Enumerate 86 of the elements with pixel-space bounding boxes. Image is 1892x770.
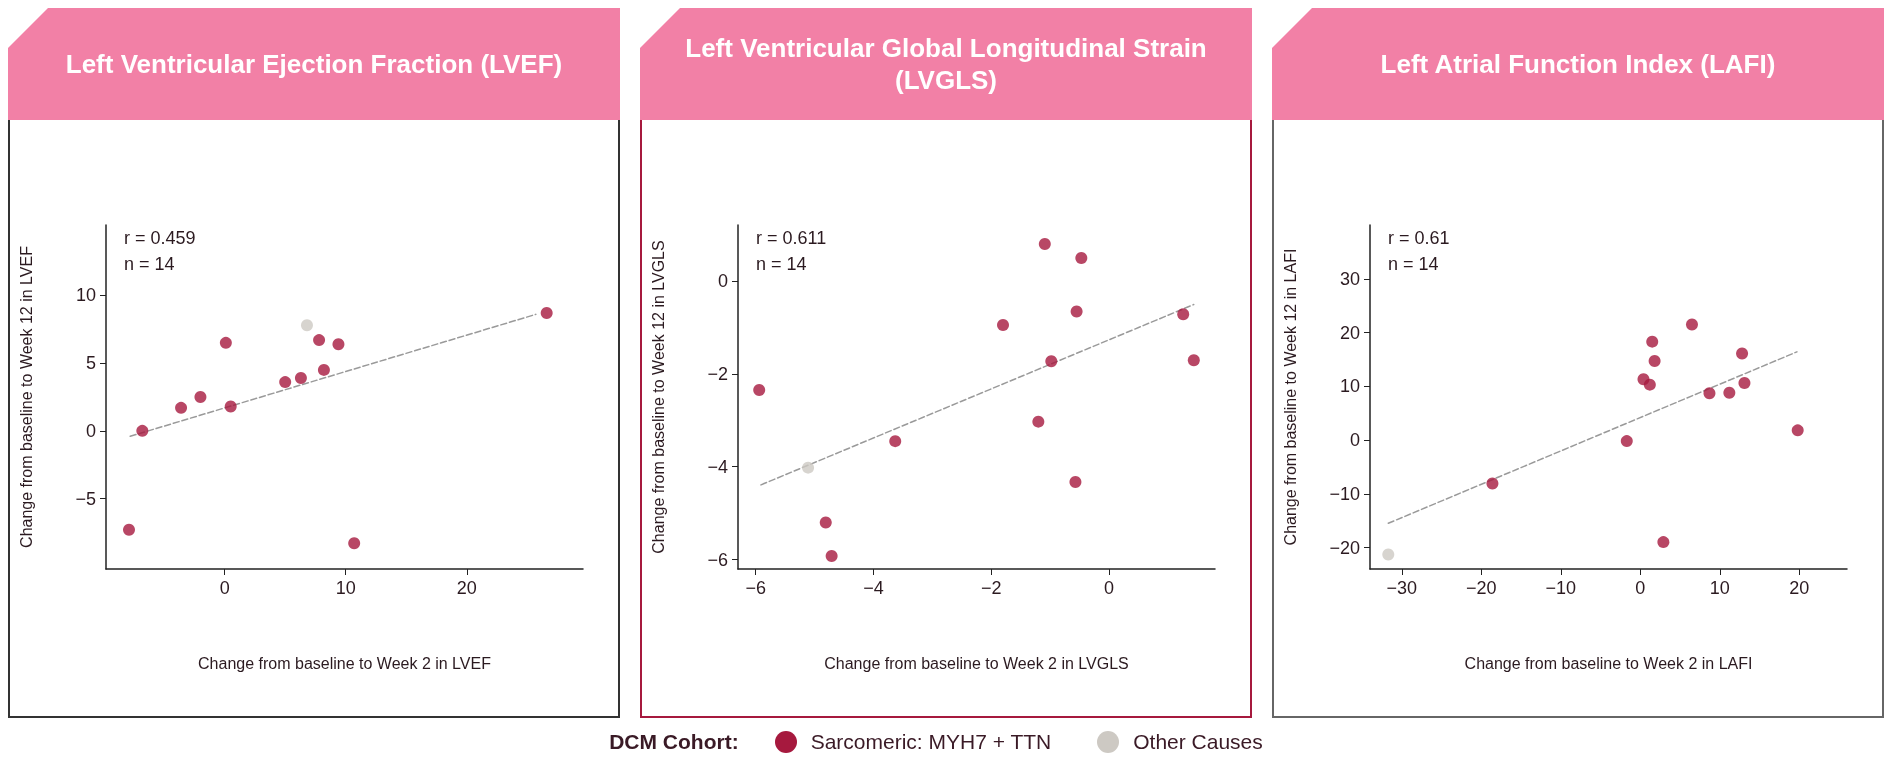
point [1723, 386, 1736, 399]
point [1038, 238, 1051, 251]
y-axis-title: Change from baseline to Week 12 in LAFI [1281, 248, 1299, 546]
point [1646, 335, 1659, 348]
y-tick-label: −20 [1329, 537, 1360, 558]
annotation: n = 14 [124, 254, 175, 274]
point [1070, 305, 1083, 318]
point [123, 523, 135, 536]
point [1382, 548, 1395, 561]
point [300, 319, 313, 332]
y-tick-label: −10 [1329, 483, 1360, 504]
point [224, 400, 237, 413]
y-tick-label: −5 [75, 488, 96, 509]
y-tick-label: 0 [717, 270, 728, 291]
point [1187, 354, 1200, 367]
x-tick-label: 10 [335, 578, 356, 598]
point [1045, 355, 1058, 368]
legend-title: DCM Cohort: [609, 730, 739, 754]
point [1648, 354, 1661, 367]
annotation: r = 0.459 [124, 228, 196, 248]
chart-title: Left Atrial Function Index (LAFI) [1380, 48, 1776, 80]
point [332, 338, 345, 351]
y-tick-label: 10 [75, 285, 96, 306]
point [1032, 415, 1045, 428]
x-tick-label: −4 [863, 578, 884, 598]
point [1177, 308, 1190, 321]
point [1791, 424, 1804, 437]
y-axis-title: Change from baseline to Week 12 in LVEF [17, 245, 35, 548]
point [1486, 477, 1499, 490]
point [802, 461, 815, 474]
y-tick-label: 5 [85, 353, 96, 374]
point [1075, 252, 1088, 264]
chart-title: Left Ventricular Ejection Fraction (LVEF) [65, 48, 563, 80]
x-tick-label: −2 [980, 578, 1002, 598]
annotation: n = 14 [1388, 254, 1439, 274]
x-tick-label: −6 [745, 578, 766, 598]
annotation: n = 14 [756, 254, 807, 274]
x-tick-label: 10 [1709, 578, 1730, 598]
y-tick-label: −4 [707, 456, 728, 477]
y-tick-label: 0 [1349, 430, 1360, 450]
point [313, 334, 326, 347]
point [1685, 318, 1698, 331]
x-axis-title: Change from baseline to Week 2 in LVEF [198, 654, 492, 672]
point [1643, 378, 1656, 391]
chart-title: Left Ventricular Global Longitudinal Strain (LVGLS) [684, 32, 1208, 96]
point [1738, 377, 1751, 390]
point [279, 376, 292, 389]
annotation: r = 0.61 [1388, 228, 1450, 248]
x-tick-label: 20 [1789, 578, 1810, 598]
x-tick-label: 0 [1635, 578, 1646, 598]
point [889, 435, 902, 448]
point [1703, 387, 1716, 400]
point [219, 336, 232, 349]
y-tick-label: −2 [707, 363, 728, 384]
point [753, 384, 766, 397]
legend-label: Other Causes [1133, 730, 1263, 754]
x-axis-title: Change from baseline to Week 2 in LAFI [1464, 654, 1753, 672]
point [294, 372, 307, 385]
point [1069, 476, 1082, 489]
x-tick-label: 0 [219, 578, 230, 598]
annotation: r = 0.611 [756, 228, 827, 248]
x-tick-label: 20 [456, 578, 477, 598]
y-tick-label: −6 [707, 549, 728, 570]
legend-label: Sarcomeric: MYH7 + TTN [810, 730, 1052, 754]
point [1736, 347, 1749, 360]
y-tick-label: 10 [1339, 376, 1360, 397]
point [136, 424, 149, 437]
x-tick-label: −30 [1386, 578, 1418, 598]
point [317, 363, 330, 376]
x-tick-label: 0 [1103, 578, 1115, 598]
y-tick-label: 0 [85, 420, 96, 441]
x-tick-label: −10 [1545, 578, 1577, 598]
point [819, 516, 832, 529]
point [540, 307, 553, 320]
point [194, 391, 207, 403]
x-tick-label: −20 [1466, 578, 1497, 598]
y-tick-label: 30 [1339, 268, 1360, 289]
point [175, 401, 188, 414]
point [825, 549, 838, 562]
point [997, 318, 1009, 331]
point [1657, 536, 1670, 549]
y-axis-title: Change from baseline to Week 12 in LVGLS [649, 240, 667, 554]
point [348, 537, 361, 550]
x-axis-title: Change from baseline to Week 2 in LVGLS [824, 654, 1129, 672]
point [1620, 435, 1633, 448]
y-tick-label: 20 [1339, 322, 1360, 343]
